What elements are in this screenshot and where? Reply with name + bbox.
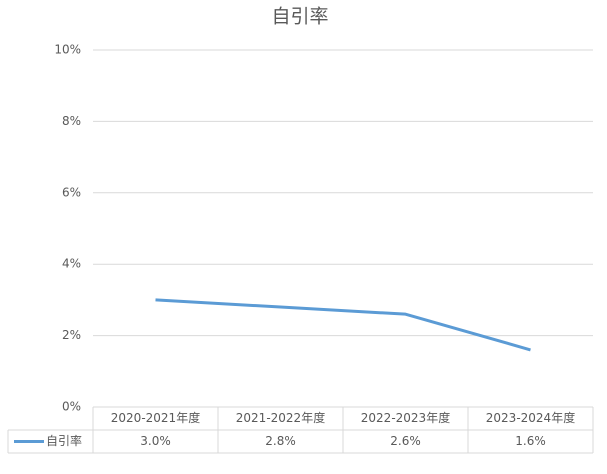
data-label: 3.0% <box>140 434 171 448</box>
data-label: 2.6% <box>390 434 421 448</box>
y-tick-label: 10% <box>54 43 81 57</box>
y-tick-label: 8% <box>62 114 81 128</box>
chart-title: 自引率 <box>271 6 328 28</box>
legend-label: 自引率 <box>46 433 82 448</box>
y-tick-label: 4% <box>62 257 81 271</box>
x-tick-label: 2021-2022年度 <box>236 410 325 425</box>
data-label: 2.8% <box>265 434 296 448</box>
x-tick-label: 2022-2023年度 <box>361 410 450 425</box>
x-tick-label: 2023-2024年度 <box>486 410 575 425</box>
line <box>155 298 531 352</box>
y-tick-label: 6% <box>62 185 81 199</box>
y-tick-label: 2% <box>62 328 81 342</box>
data-label: 1.6% <box>515 434 546 448</box>
x-tick-label: 2020-2021年度 <box>111 410 200 425</box>
y-tick-label: 0% <box>62 400 81 414</box>
